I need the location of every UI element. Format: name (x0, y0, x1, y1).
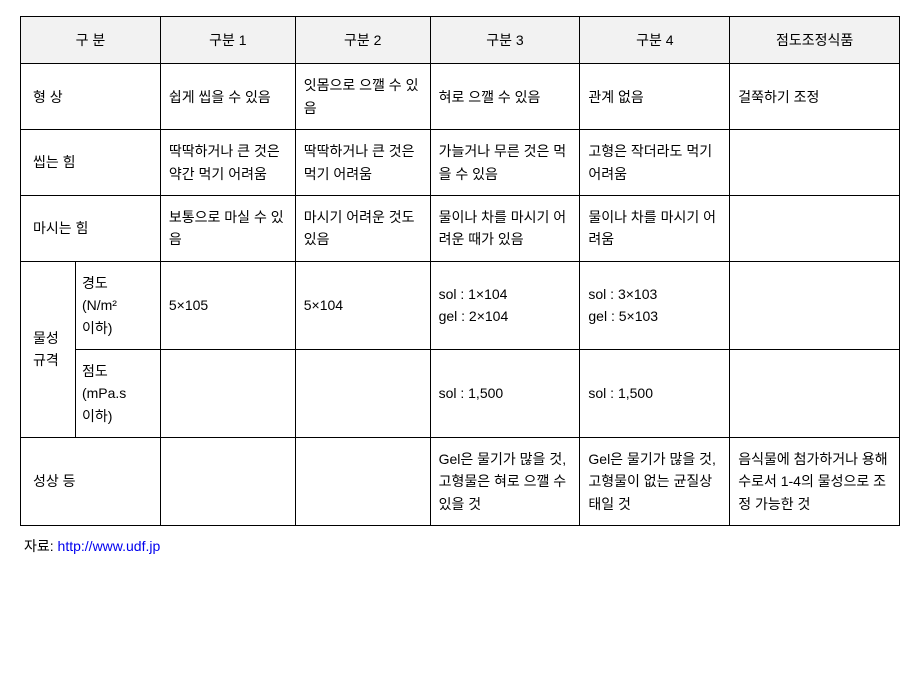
row-shape: 형 상 쉽게 씹을 수 있음 잇몸으로 으깰 수 있음 혀로 으깰 수 있음 관… (21, 64, 900, 130)
source-line: 자료: http://www.udf.jp (20, 536, 901, 556)
header-col3: 구분 3 (430, 17, 580, 64)
viscosity-c3: sol : 1,500 (430, 349, 580, 437)
shape-c3: 혀로 으깰 수 있음 (430, 64, 580, 130)
source-label: 자료: (24, 538, 58, 554)
header-col2: 구분 2 (295, 17, 430, 64)
viscosity-c5 (730, 349, 900, 437)
row-drinking: 마시는 힘 보통으로 마실 수 있음 마시기 어려운 것도 있음 물이나 차를 … (21, 195, 900, 261)
chewing-c5 (730, 130, 900, 196)
drinking-c2: 마시기 어려운 것도 있음 (295, 195, 430, 261)
drinking-c3: 물이나 차를 마시기 어려운 때가 있음 (430, 195, 580, 261)
header-row: 구 분 구분 1 구분 2 구분 3 구분 4 점도조정식품 (21, 17, 900, 64)
hardness-c3: sol : 1×104gel : 2×104 (430, 261, 580, 349)
viscosity-c1 (160, 349, 295, 437)
row-chewing: 씹는 힘 딱딱하거나 큰 것은 약간 먹기 어려움 딱딱하거나 큰 것은 먹기 … (21, 130, 900, 196)
row-viscosity: 점도(mPa.s이하) sol : 1,500 sol : 1,500 (21, 349, 900, 437)
viscosity-c4: sol : 1,500 (580, 349, 730, 437)
label-properties: 성상 등 (21, 438, 161, 526)
header-col1: 구분 1 (160, 17, 295, 64)
chewing-c1: 딱딱하거나 큰 것은 약간 먹기 어려움 (160, 130, 295, 196)
hardness-c4: sol : 3×103gel : 5×103 (580, 261, 730, 349)
label-drinking: 마시는 힘 (21, 195, 161, 261)
header-col4: 구분 4 (580, 17, 730, 64)
drinking-c4: 물이나 차를 마시기 어려움 (580, 195, 730, 261)
row-properties: 성상 등 Gel은 물기가 많을 것, 고형물은 혀로 으깰 수 있을 것 Ge… (21, 438, 900, 526)
label-physical-spec: 물성규격 (21, 261, 76, 437)
label-hardness: 경도(N/m²이하) (75, 261, 160, 349)
label-viscosity: 점도(mPa.s이하) (75, 349, 160, 437)
shape-c5: 걸쭉하기 조정 (730, 64, 900, 130)
row-hardness: 물성규격 경도(N/m²이하) 5×105 5×104 sol : 1×104g… (21, 261, 900, 349)
hardness-c1: 5×105 (160, 261, 295, 349)
header-category: 구 분 (21, 17, 161, 64)
header-col5: 점도조정식품 (730, 17, 900, 64)
chewing-c3: 가늘거나 무른 것은 먹을 수 있음 (430, 130, 580, 196)
shape-c2: 잇몸으로 으깰 수 있음 (295, 64, 430, 130)
source-link[interactable]: http://www.udf.jp (58, 538, 161, 554)
properties-c4: Gel은 물기가 많을 것, 고형물이 없는 균질상태일 것 (580, 438, 730, 526)
shape-c1: 쉽게 씹을 수 있음 (160, 64, 295, 130)
shape-c4: 관계 없음 (580, 64, 730, 130)
label-shape: 형 상 (21, 64, 161, 130)
classification-table: 구 분 구분 1 구분 2 구분 3 구분 4 점도조정식품 형 상 쉽게 씹을… (20, 16, 900, 526)
drinking-c5 (730, 195, 900, 261)
chewing-c2: 딱딱하거나 큰 것은 먹기 어려움 (295, 130, 430, 196)
chewing-c4: 고형은 작더라도 먹기 어려움 (580, 130, 730, 196)
properties-c5: 음식물에 첨가하거나 용해수로서 1-4의 물성으로 조정 가능한 것 (730, 438, 900, 526)
viscosity-c2 (295, 349, 430, 437)
properties-c1 (160, 438, 295, 526)
hardness-c5 (730, 261, 900, 349)
hardness-c2: 5×104 (295, 261, 430, 349)
properties-c2 (295, 438, 430, 526)
properties-c3: Gel은 물기가 많을 것, 고형물은 혀로 으깰 수 있을 것 (430, 438, 580, 526)
drinking-c1: 보통으로 마실 수 있음 (160, 195, 295, 261)
label-chewing: 씹는 힘 (21, 130, 161, 196)
